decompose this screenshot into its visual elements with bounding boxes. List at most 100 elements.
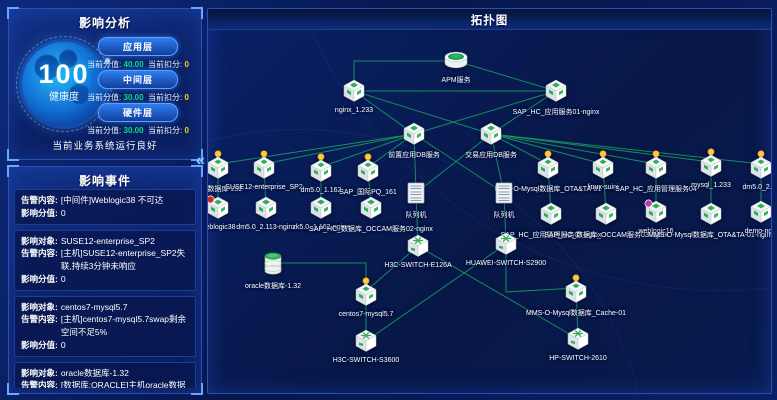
topo-node-label: nginx_1.233 — [334, 107, 374, 114]
topology-edge — [490, 133, 604, 165]
topology-edge — [413, 90, 557, 135]
event-content-label: 告警内容: — [21, 314, 58, 325]
topo-node-label: HUAWEI-SWITCH-S2900 — [465, 260, 547, 267]
cube-icon — [341, 77, 367, 108]
topology-edges — [217, 60, 762, 342]
cube-icon — [358, 194, 384, 225]
impact-analysis-title: 影响分析 — [78, 16, 131, 30]
topo-node-label: 队列机 — [493, 212, 515, 219]
topology-header: 拓扑图 — [208, 9, 771, 30]
topo-node-label: 达梦数据库-252 — [207, 186, 243, 193]
score-value: 40.00 — [123, 60, 144, 69]
cube-icon — [478, 120, 504, 151]
topo-node-label: HP-SWITCH-2610 — [549, 355, 607, 362]
topo-node-label: H3C-SWITCH-E126A — [384, 262, 452, 269]
rack-icon — [403, 179, 429, 211]
db-icon — [260, 249, 286, 282]
topology-edge — [365, 243, 507, 342]
event-object-value: SUSE12-enterprise_SP2 — [60, 235, 155, 246]
event-card[interactable]: 影响对象: centos7-mysql5.7 告警内容: [主机]centos7-my… — [14, 295, 196, 357]
host-icon — [590, 150, 616, 185]
apm-icon — [442, 47, 470, 76]
deduct-value: 0 — [184, 126, 189, 135]
topology-edge — [490, 133, 712, 163]
topo-node-label: APM服务 — [441, 77, 471, 84]
impact-analysis-panel: 影响分析 100 健康度 应用层 当前分值: 40.00 当前扣分: 0 中间层… — [7, 7, 203, 161]
topology-edge — [353, 90, 492, 135]
topo-node-label: MMS-O-Mysql数据库_OTA&TA-01 — [494, 186, 602, 193]
topology-edge — [505, 244, 577, 293]
topology-edge — [455, 60, 557, 92]
cube-icon — [643, 198, 669, 229]
layer-pill-middleware[interactable]: 中间层 — [98, 70, 178, 89]
layer-pill-hardware[interactable]: 硬件层 — [98, 103, 178, 122]
topo-node-label: SAP_HC_应用服务01-nginx — [512, 109, 600, 116]
topology-panel: 拓扑图 APM服务 nginx_1.233 SAP_HC_应用服务01-nginx 前… — [207, 8, 772, 394]
event-content-label: 告警内容: — [21, 195, 58, 205]
topo-node-label: 交易应用DB服务 — [465, 152, 517, 159]
cube-icon — [208, 194, 231, 225]
cube-icon — [543, 77, 569, 108]
topo-node-label: SAP_HC_数据库_OCCAM服务03-nginx — [544, 232, 668, 239]
topo-node-label: demo-ngix — [744, 228, 772, 235]
event-score-value: 0 — [60, 207, 66, 218]
topology-edge — [217, 133, 415, 165]
topology-edge — [320, 133, 415, 168]
topo-node-label: MMS-O-Mysql数据库_Cache-01 — [526, 310, 626, 317]
event-object-label: 影响对象: — [21, 301, 58, 312]
deduct-label: 当前扣分: — [148, 93, 183, 102]
layer-middleware: 中间层 当前分值: 30.00 当前扣分: 0 — [75, 70, 201, 103]
events-list[interactable]: 告警内容: [中间件]Weblogic38 不可达 影响分值: 0 影响对象: SUSE1… — [14, 189, 196, 388]
event-object-value: centos7-mysql5.7 — [60, 301, 128, 312]
cube-icon — [308, 194, 334, 225]
event-score-label: 影响分值: — [21, 207, 58, 218]
event-card[interactable]: 影响对象: SUSE12-enterprise_SP2 告警内容: [主机]SUSE1… — [14, 229, 196, 291]
event-score-label: 影响分值: — [21, 339, 58, 350]
host-icon — [208, 150, 231, 185]
impact-events-title: 影响事件 — [78, 174, 131, 188]
topo-node-label: dm5.0_2.71 — [742, 184, 772, 191]
topo-node-label: zk5.0_1.162-nginx — [292, 224, 350, 231]
system-status-text: 当前业务系统运行良好 — [52, 141, 158, 152]
deduct-value: 0 — [184, 93, 189, 102]
topo-node-label: weblogic16 — [638, 228, 674, 235]
event-content-value: [中间件]Weblogic38 不可达 — [60, 195, 164, 205]
topo-node-label: MMS-O-Mysql数据库_OTA&TA-01-nginx — [648, 232, 772, 239]
topology-edge — [365, 245, 419, 292]
topology-edge — [490, 133, 657, 165]
event-object-value: oracle数据库-1.32 — [60, 367, 129, 378]
event-content-value: [主机]centos7-mysql5.7swap剩余空间不足5% — [60, 314, 187, 337]
rack-icon — [491, 179, 517, 211]
layer-application: 应用层 当前分值: 40.00 当前扣分: 0 — [75, 37, 201, 70]
score-label: 当前分值: — [87, 60, 122, 69]
topology-title: 拓扑图 — [470, 15, 509, 27]
switch-icon — [493, 230, 519, 261]
event-score-label: 影响分值: — [21, 273, 58, 284]
event-object-label: 影响对象: — [21, 235, 58, 246]
layer-pill-application[interactable]: 应用层 — [98, 37, 178, 56]
event-card[interactable]: 影响对象: oracle数据库-1.32 告警内容: [数据库:ORACLE]主机or… — [14, 361, 196, 388]
impact-events-panel: 影响事件 告警内容: [中间件]Weblogic38 不可达 影响分值: 0 影响对象:… — [7, 165, 203, 395]
topo-node-label: SAP_HC_应用管理服务04 — [615, 186, 697, 193]
topo-node-label: dm5.0_1.162 — [300, 187, 342, 194]
topo-node-label: mysql_1.233 — [691, 182, 731, 189]
score-value: 30.00 — [123, 126, 144, 135]
collapse-panel-icon[interactable]: « — [196, 152, 205, 169]
topo-node-label: SAP_HC_应用管理服务05-nginx — [500, 232, 602, 239]
topology-edge — [353, 90, 415, 135]
event-content-value: [数据库:ORACLE]主机oracle数据库-1.32实例名 (orcl) 锁… — [60, 380, 186, 388]
topo-node-label: centos7-mysql5.7 — [338, 311, 394, 318]
cube-icon — [401, 120, 427, 151]
topology-edge — [263, 133, 415, 165]
switch-icon — [353, 327, 379, 358]
score-value: 30.00 — [123, 93, 144, 102]
host-icon — [535, 150, 561, 185]
event-card[interactable]: 告警内容: [中间件]Weblogic38 不可达 影响分值: 0 — [14, 189, 196, 225]
topo-node-label: SAP_HC_数据库_OCCAM服务02-nginx — [309, 226, 433, 233]
topology-edge — [415, 133, 492, 194]
host-icon — [353, 277, 379, 312]
deduct-label: 当前扣分: — [148, 60, 183, 69]
cube-icon — [698, 200, 724, 231]
event-object-label: 影响对象: — [21, 367, 58, 378]
deduct-value: 0 — [184, 60, 189, 69]
